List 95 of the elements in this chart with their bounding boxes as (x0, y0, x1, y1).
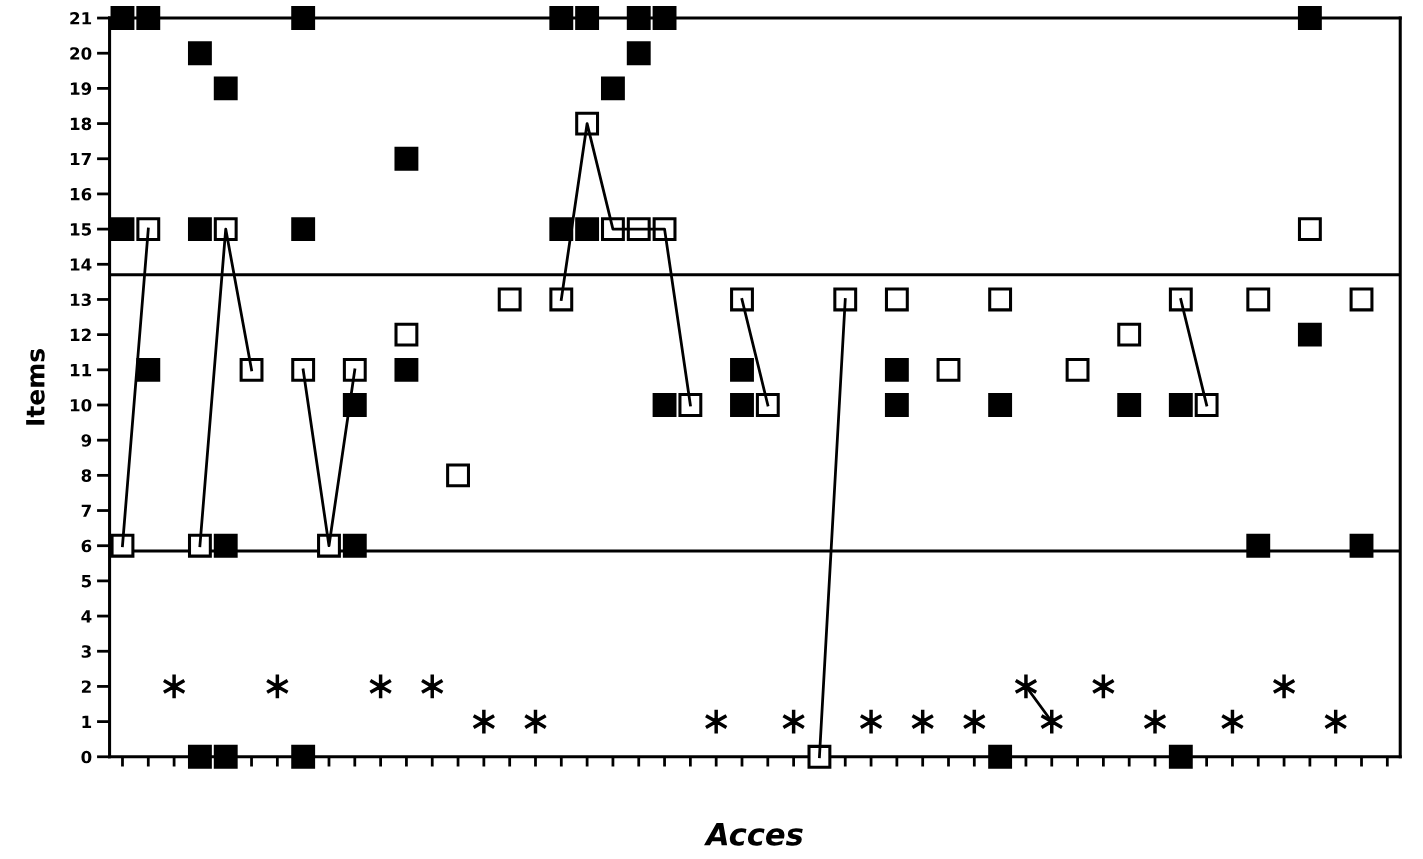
point (136, 217, 161, 242)
y-tick-label: 6 (81, 539, 92, 553)
point (1297, 322, 1322, 347)
point (471, 708, 496, 736)
y-tick-label: 9 (81, 434, 92, 447)
y-tick-label: 0 (81, 750, 92, 764)
point (1272, 672, 1297, 700)
point (1168, 287, 1193, 312)
point (213, 533, 238, 558)
point (626, 41, 651, 66)
point (239, 357, 264, 382)
y-tick-label: 14 (70, 258, 92, 271)
point (884, 287, 909, 312)
point (575, 217, 600, 242)
point (833, 287, 858, 312)
point (678, 393, 703, 417)
point (730, 287, 754, 312)
y-tick-label: 1 (82, 715, 92, 728)
point (187, 533, 212, 558)
y-tick-label: 16 (70, 187, 92, 201)
y-tick-label: 19 (70, 82, 92, 95)
y-tick-label: 21 (70, 12, 92, 25)
point (1297, 6, 1322, 30)
point (1349, 533, 1374, 558)
y-tick-label: 12 (70, 328, 91, 341)
point (755, 393, 780, 417)
y-tick-label: 7 (81, 504, 91, 517)
point (575, 6, 600, 30)
point (730, 357, 754, 382)
point (1065, 357, 1090, 382)
point (342, 393, 367, 417)
point (110, 217, 135, 242)
y-tick-label: 18 (70, 117, 92, 131)
point (291, 357, 316, 382)
point (704, 708, 729, 736)
point (136, 357, 161, 382)
point (626, 217, 651, 242)
point (936, 357, 961, 382)
point (859, 708, 884, 736)
point (136, 6, 161, 30)
point (213, 744, 238, 769)
y-tick-label: 5 (81, 575, 92, 588)
point (1246, 287, 1271, 312)
point (394, 357, 419, 382)
point (1168, 744, 1193, 769)
y-tick-label: 3 (81, 645, 91, 658)
point (446, 463, 470, 488)
y-axis-title: Items (26, 349, 45, 425)
point (1117, 393, 1142, 417)
point (988, 744, 1013, 769)
point (988, 287, 1013, 312)
point (549, 6, 574, 30)
point (652, 393, 677, 417)
y-tick-label: 8 (81, 469, 92, 482)
point (110, 533, 135, 558)
point (1194, 393, 1219, 417)
point (652, 6, 677, 30)
point (1168, 393, 1193, 417)
y-tick-label: 4 (81, 610, 92, 623)
point (342, 357, 367, 382)
y-tick-label: 20 (70, 47, 92, 60)
point (1246, 533, 1271, 558)
x-axis-title: Acces (704, 823, 803, 846)
y-tick-label: 15 (70, 223, 92, 236)
point (394, 146, 419, 171)
point (1117, 322, 1142, 347)
point (626, 6, 651, 30)
point (187, 217, 212, 242)
y-tick-label: 17 (70, 152, 91, 166)
y-tick-label: 10 (70, 398, 92, 412)
y-tick-label: 13 (70, 293, 91, 307)
point (730, 393, 754, 417)
point (110, 6, 135, 30)
y-tick-label: 2 (81, 680, 91, 693)
point (1349, 287, 1374, 312)
point (291, 744, 316, 769)
point (291, 6, 316, 30)
point (162, 672, 187, 700)
point (342, 533, 367, 558)
point (1143, 708, 1167, 736)
point (213, 76, 238, 101)
point (497, 287, 522, 312)
point (187, 744, 212, 769)
point (807, 744, 832, 769)
point (988, 393, 1013, 417)
point (884, 357, 909, 382)
point (549, 287, 574, 312)
point (884, 393, 909, 417)
y-tick-label: 11 (70, 364, 92, 377)
point (1297, 217, 1322, 242)
point (600, 76, 625, 101)
point (549, 217, 574, 242)
point (394, 322, 419, 347)
point (187, 41, 212, 66)
point (291, 217, 316, 242)
